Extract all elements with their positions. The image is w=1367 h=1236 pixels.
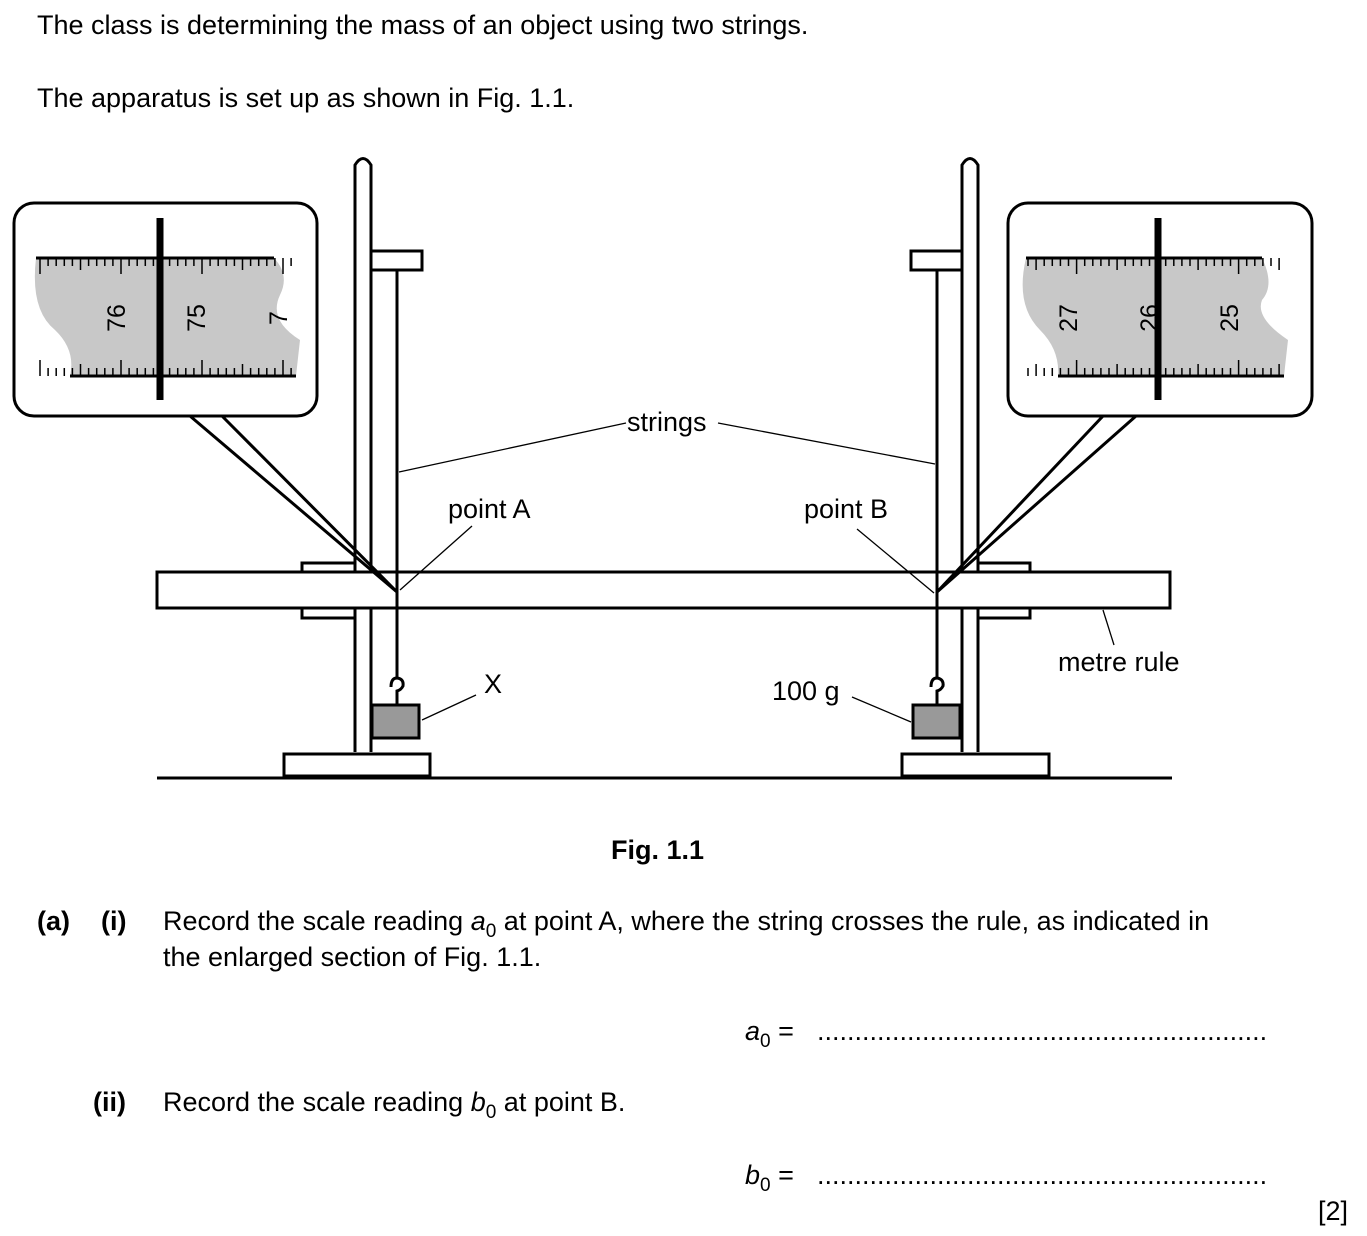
intro-line-2: The apparatus is set up as shown in Fig.…: [37, 83, 575, 113]
part-ii-text: Record the scale reading b0 at point B.: [163, 1087, 626, 1123]
label-point-b: point B: [804, 494, 888, 524]
right-scale-25: 25: [1216, 304, 1244, 332]
part-i-text: Record the scale reading a0 at point A, …: [163, 906, 1210, 942]
b0-answer-line[interactable]: ........................................…: [817, 1160, 1268, 1190]
label-strings: strings: [627, 407, 707, 437]
mass-100g: [911, 703, 962, 740]
figure-1-1: 76 75 7 27 26 25 strings point A point B…: [12, 157, 1314, 780]
label-point-a: point A: [448, 494, 531, 524]
figure-caption: Fig. 1.1: [611, 835, 705, 865]
hook-a: [389, 676, 405, 705]
part-a-label: (a): [37, 906, 70, 936]
intro-line-1: The class is determining the mass of an …: [37, 10, 809, 40]
right-scale-27: 27: [1055, 304, 1083, 332]
left-scale-74: 7: [265, 311, 293, 325]
label-x: X: [484, 669, 502, 699]
right-inset: 27 26 25: [1006, 201, 1314, 418]
marks: [2]: [1318, 1196, 1349, 1226]
label-metre-rule: metre rule: [1058, 647, 1180, 677]
label-100g: 100 g: [772, 676, 840, 706]
left-inset: 76 75 7: [12, 201, 319, 418]
a0-answer-line[interactable]: ........................................…: [817, 1016, 1268, 1046]
left-scale-76: 76: [103, 304, 131, 332]
hook-b: [929, 676, 945, 705]
part-ii-label: (ii): [93, 1087, 126, 1117]
left-scale-75: 75: [183, 304, 211, 332]
mass-x: [370, 703, 421, 740]
part-i-label: (i): [101, 906, 127, 936]
part-i-text-2: the enlarged section of Fig. 1.1.: [163, 942, 542, 972]
metre-rule: [155, 570, 1172, 610]
b0-label: b0 =: [745, 1160, 794, 1196]
a0-label: a0 =: [745, 1016, 794, 1052]
